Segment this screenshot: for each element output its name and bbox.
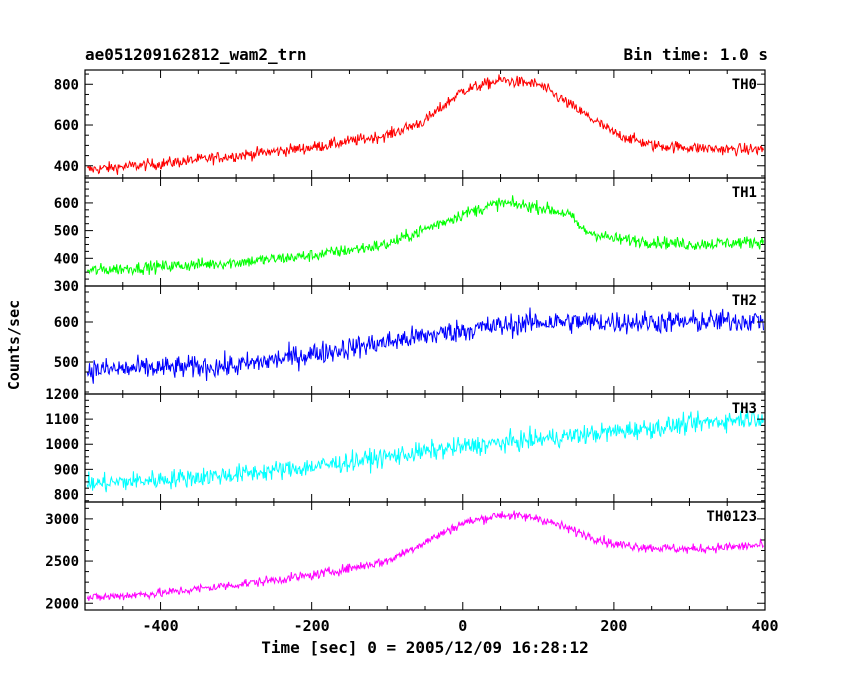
y-tick-label: 500 (54, 224, 79, 240)
y-tick-label: 2500 (45, 554, 79, 570)
y-tick-label: 400 (54, 159, 79, 175)
x-tick-label: -400 (142, 617, 178, 635)
series-line-th3 (86, 410, 764, 493)
series-line-th0 (86, 74, 764, 175)
series-line-th2 (86, 307, 764, 384)
series-label-th1: TH1 (732, 185, 757, 201)
x-tick-label: 400 (751, 617, 778, 635)
x-tick-label: 200 (600, 617, 627, 635)
x-tick-label: 0 (458, 617, 467, 635)
series-line-th0123 (86, 510, 764, 601)
y-tick-label: 900 (54, 462, 79, 478)
y-tick-label: 800 (54, 487, 79, 503)
y-tick-label: 600 (54, 315, 79, 331)
y-tick-label: 1100 (45, 412, 79, 428)
y-tick-label: 3000 (45, 512, 79, 528)
y-tick-label: 800 (54, 77, 79, 93)
y-tick-label: 500 (54, 355, 79, 371)
series-label-th0123: TH0123 (706, 509, 757, 525)
panel-frame-th0123 (84, 501, 766, 611)
y-tick-label: 600 (54, 196, 79, 212)
bin-time-label: Bin time: 1.0 s (623, 45, 769, 64)
y-tick-label: 600 (54, 118, 79, 134)
x-tick-label: -200 (294, 617, 330, 635)
y-tick-label: 1000 (45, 437, 79, 453)
y-tick-label: 400 (54, 251, 79, 267)
chart-title: ae051209162812_wam2_trn (85, 45, 307, 64)
series-label-th2: TH2 (732, 293, 757, 309)
series-label-th3: TH3 (732, 401, 757, 417)
x-axis-label: Time [sec] 0 = 2005/12/09 16:28:12 (261, 638, 589, 657)
y-tick-label: 300 (54, 279, 79, 295)
y-axis-label: Counts/sec (5, 299, 23, 391)
series-label-th0: TH0 (732, 77, 757, 93)
y-tick-label: 2000 (45, 596, 79, 612)
series-line-th1 (86, 195, 764, 277)
y-tick-label: 1200 (45, 387, 79, 403)
